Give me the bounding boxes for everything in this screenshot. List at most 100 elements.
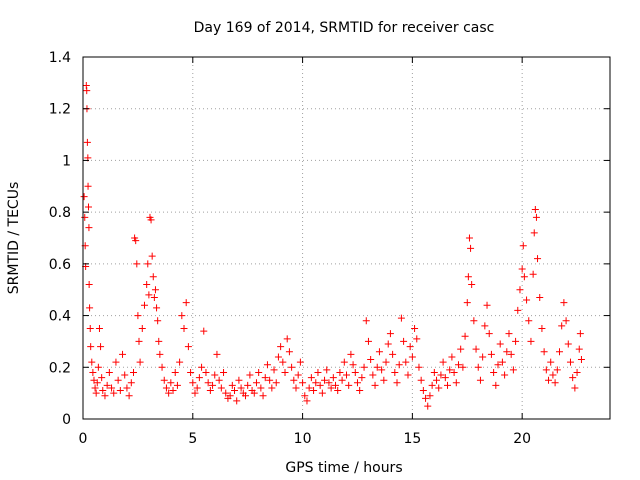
data-point <box>180 325 188 332</box>
data-point <box>426 392 434 400</box>
data-point <box>545 376 553 384</box>
data-point <box>351 368 359 376</box>
data-point <box>274 353 282 361</box>
data-point <box>204 379 212 387</box>
data-point <box>220 368 228 376</box>
data-point <box>472 345 480 353</box>
data-point <box>235 376 243 384</box>
data-point <box>133 260 141 268</box>
data-point <box>299 379 307 387</box>
data-point <box>241 392 249 400</box>
y-tick-label: 0.4 <box>49 309 71 325</box>
data-point <box>83 87 91 95</box>
data-point <box>527 337 535 345</box>
data-point <box>95 325 103 332</box>
data-point <box>470 317 478 325</box>
x-tick-label: 15 <box>403 431 421 447</box>
data-point <box>540 348 548 356</box>
data-point <box>123 384 131 392</box>
data-point <box>441 374 449 382</box>
data-point <box>160 376 168 384</box>
y-tick-label: 1.4 <box>49 50 71 66</box>
data-point <box>465 234 473 242</box>
data-point <box>553 366 561 374</box>
data-point <box>263 361 271 369</box>
data-point <box>555 348 563 356</box>
data-point <box>547 358 555 366</box>
data-point <box>134 312 142 320</box>
data-point <box>143 281 151 289</box>
data-point <box>485 330 493 338</box>
data-point <box>433 376 441 384</box>
data-point <box>532 213 540 221</box>
data-point <box>140 301 148 309</box>
data-point <box>474 363 482 371</box>
data-point <box>573 368 581 376</box>
data-point <box>530 229 538 237</box>
data-point <box>534 255 542 263</box>
data-point <box>314 368 322 376</box>
data-point <box>498 358 506 366</box>
data-point <box>202 368 210 376</box>
data-point <box>198 363 206 371</box>
data-point <box>360 363 368 371</box>
data-point <box>340 358 348 366</box>
data-point <box>279 358 287 366</box>
y-tick-label: 0.8 <box>49 205 71 221</box>
data-point <box>476 376 484 384</box>
data-point <box>566 358 574 366</box>
data-point <box>321 376 329 384</box>
data-point <box>576 330 584 338</box>
data-point <box>86 304 94 312</box>
data-point <box>400 337 408 345</box>
data-point <box>303 397 311 405</box>
data-point <box>154 317 162 325</box>
data-points <box>80 81 585 410</box>
data-point <box>422 394 430 402</box>
data-point <box>132 237 140 245</box>
data-point <box>228 381 236 389</box>
data-point <box>382 358 390 366</box>
data-point <box>364 337 372 345</box>
data-point <box>296 358 304 366</box>
data-point <box>435 384 443 392</box>
data-point <box>158 363 166 371</box>
data-point <box>176 358 184 366</box>
data-point <box>362 317 370 325</box>
data-point <box>448 353 456 361</box>
data-point <box>191 389 199 397</box>
data-point <box>85 281 93 289</box>
data-point <box>268 384 276 392</box>
data-point <box>479 353 487 361</box>
data-point <box>514 306 522 314</box>
data-point <box>173 381 181 389</box>
data-point <box>178 312 186 320</box>
data-point <box>94 363 102 371</box>
data-point <box>327 384 335 392</box>
data-point <box>226 392 234 400</box>
data-point <box>395 361 403 369</box>
data-point <box>380 376 388 384</box>
data-point <box>375 348 383 356</box>
data-point <box>494 361 502 369</box>
data-point <box>162 384 170 392</box>
data-point <box>108 384 116 392</box>
data-point <box>261 374 269 382</box>
y-tick-label: 0.2 <box>49 360 71 376</box>
data-point <box>91 384 99 392</box>
data-point <box>571 384 579 392</box>
data-point <box>101 392 109 400</box>
data-point <box>257 384 265 392</box>
data-point <box>312 379 320 387</box>
data-point <box>84 182 92 190</box>
data-point <box>569 374 577 382</box>
data-point <box>358 374 366 382</box>
data-point <box>213 350 221 358</box>
data-point <box>231 387 239 395</box>
data-point <box>255 368 263 376</box>
y-tick-label: 0 <box>62 412 71 428</box>
data-point <box>397 314 405 322</box>
data-point <box>384 340 392 348</box>
data-point <box>97 343 105 351</box>
data-point <box>307 374 315 382</box>
